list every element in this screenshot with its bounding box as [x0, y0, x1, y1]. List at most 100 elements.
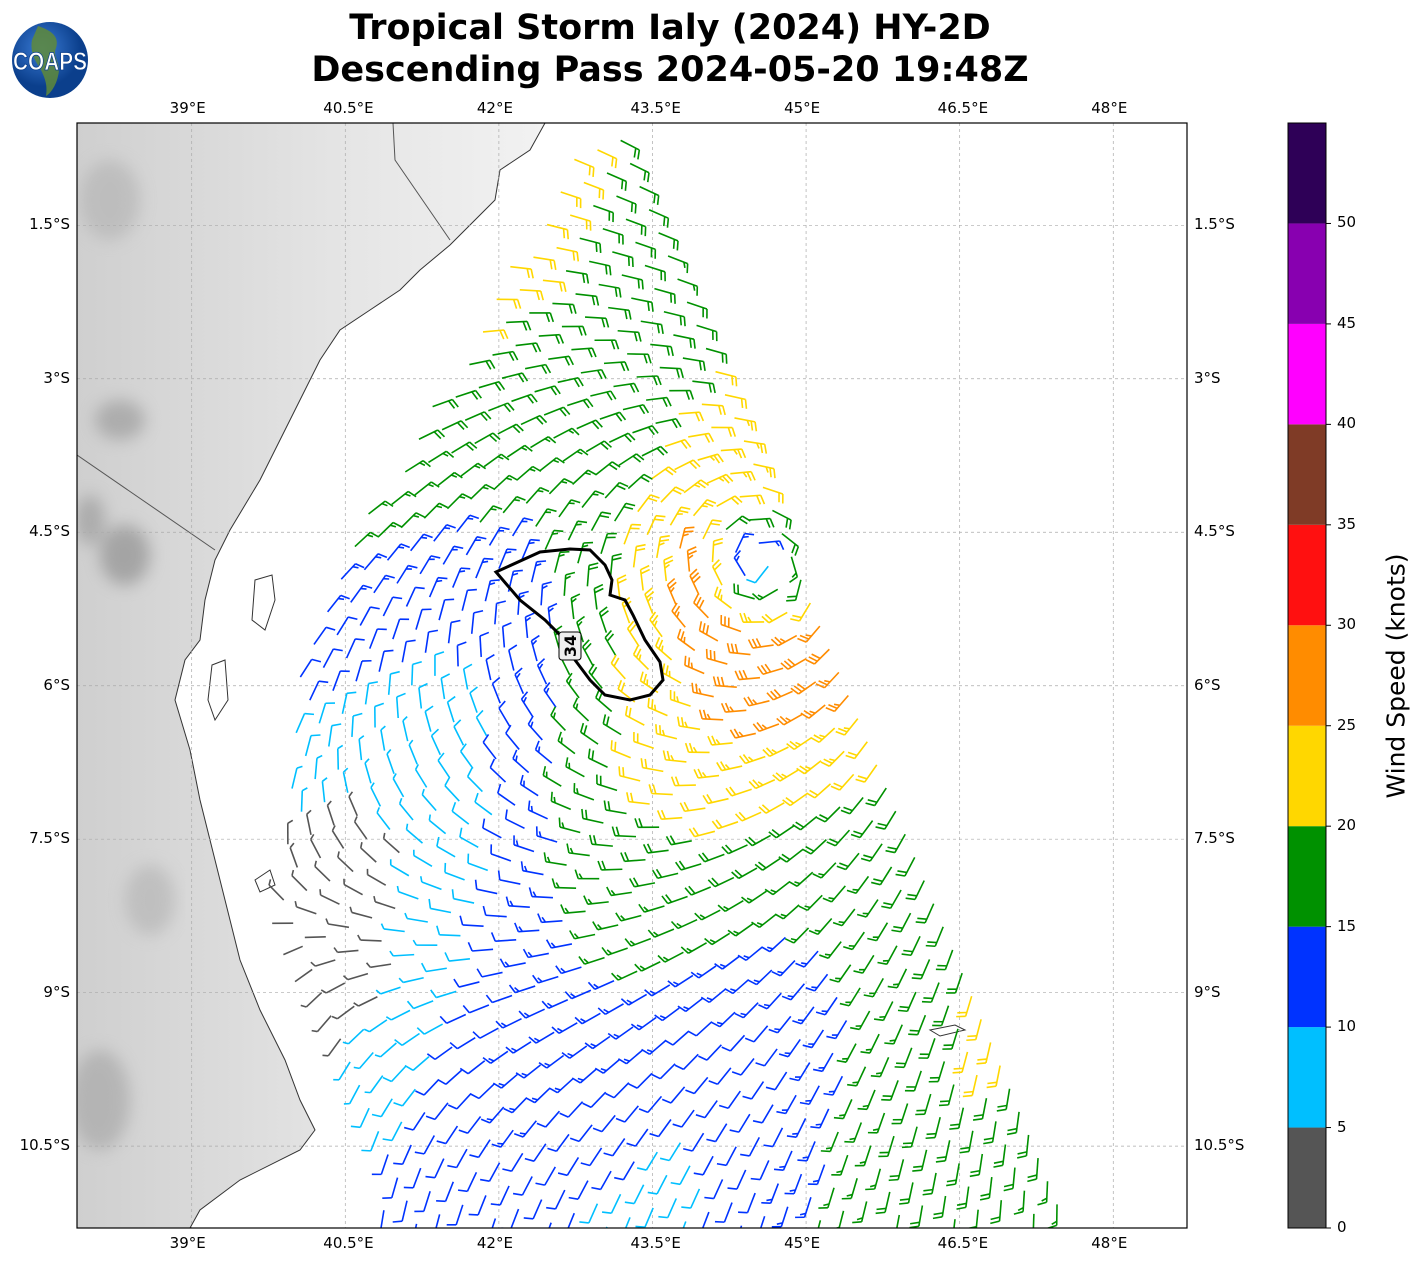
- wind-barb: [754, 857, 781, 871]
- wind-barb: [543, 406, 571, 417]
- wind-barb: [299, 658, 322, 678]
- wind-barb: [393, 1088, 416, 1107]
- wind-barb: [546, 1189, 566, 1210]
- colorbar-bin: [1288, 725, 1326, 827]
- wind-barb: [408, 739, 418, 765]
- wind-barb: [790, 681, 817, 695]
- wind-barb: [373, 574, 395, 594]
- wind-barb: [996, 1088, 1011, 1112]
- wind-barb: [912, 1149, 928, 1172]
- wind-barb: [536, 1110, 561, 1128]
- wind-barb: [867, 1112, 886, 1134]
- wind-barb: [688, 827, 716, 838]
- wind-barb: [647, 928, 675, 938]
- wind-barb: [562, 448, 589, 462]
- lon-tick-bottom: 43.5°E: [630, 1234, 681, 1252]
- wind-barb: [610, 654, 626, 680]
- wind-barb: [637, 494, 660, 513]
- wind-barb: [313, 626, 336, 645]
- wind-barb: [756, 663, 784, 675]
- colorbar-tick-label: 15: [1337, 916, 1357, 935]
- wind-barb: [698, 852, 725, 863]
- wind-barb: [938, 1084, 955, 1107]
- wind-barb: [496, 298, 522, 309]
- wind-barb: [502, 495, 526, 514]
- wind-barb: [720, 448, 747, 459]
- wind-barb: [564, 989, 592, 1000]
- wind-barb: [644, 264, 666, 282]
- wind-barb: [578, 955, 605, 965]
- wind-barb: [484, 579, 500, 602]
- wind-barb: [546, 223, 569, 240]
- wind-barb: [497, 870, 521, 885]
- wind-barb: [656, 809, 683, 820]
- island: [254, 869, 276, 893]
- wind-barb: [505, 1041, 532, 1054]
- wind-barb: [620, 851, 646, 863]
- wind-barb: [485, 653, 495, 681]
- wind-barb: [363, 1019, 388, 1033]
- wind-barb: [592, 921, 619, 931]
- wind-barb: [752, 722, 780, 733]
- wind-barb: [378, 649, 394, 672]
- wind-barb: [664, 1030, 690, 1046]
- wind-barb: [400, 512, 425, 529]
- wind-barb: [558, 499, 581, 518]
- wind-barb: [620, 139, 641, 160]
- wind-barb: [359, 606, 380, 626]
- wind-barb: [535, 508, 557, 527]
- wind-barb: [364, 681, 379, 705]
- wind-barb: [406, 1000, 434, 1010]
- wind-barb: [421, 788, 437, 812]
- wind-barb: [309, 833, 322, 859]
- wind-barb: [414, 1191, 431, 1213]
- wind-barb: [825, 694, 849, 713]
- wind-barb: [566, 398, 594, 409]
- wind-barb: [544, 529, 564, 550]
- wind-barb: [718, 1090, 741, 1110]
- wind-barb: [452, 567, 471, 588]
- wind-barb: [603, 800, 627, 815]
- wind-barb: [558, 817, 581, 834]
- wind-barb: [460, 743, 474, 769]
- wind-barb: [674, 1053, 699, 1071]
- wind-barb: [693, 593, 709, 619]
- colorbar-tick-label: 40: [1337, 414, 1357, 433]
- wind-barb: [826, 829, 851, 847]
- wind-barb: [729, 1113, 751, 1133]
- wind-barb: [548, 478, 573, 495]
- wind-barb: [817, 1220, 822, 1228]
- wind-barb: [423, 502, 448, 519]
- wind-barb: [568, 1180, 589, 1200]
- wind-barb: [447, 1092, 472, 1110]
- wind-barb: [333, 1061, 351, 1081]
- wind-barb: [603, 361, 630, 372]
- wind-barb: [364, 758, 372, 784]
- wind-barb: [371, 1098, 393, 1118]
- wind-barb: [314, 754, 323, 780]
- wind-barb: [499, 958, 526, 968]
- wind-barb: [702, 519, 722, 540]
- wind-barb: [983, 1121, 997, 1145]
- wind-barb: [856, 899, 879, 918]
- wind-barb: [508, 644, 518, 671]
- colorbar-bin: [1288, 123, 1326, 224]
- wind-barb: [569, 1124, 593, 1143]
- wind-barb: [717, 900, 744, 913]
- wind-barb: [470, 610, 484, 634]
- wind-barb: [734, 1002, 759, 1019]
- wind-barb: [819, 941, 842, 959]
- wind-barb: [667, 974, 694, 988]
- country-border: [392, 123, 451, 241]
- wind-barb: [495, 1017, 522, 1029]
- wind-barb: [561, 1045, 588, 1059]
- colorbar-tick-label: 35: [1337, 514, 1357, 533]
- wind-barb: [972, 1098, 988, 1121]
- wind-barb: [688, 432, 715, 443]
- wind-barb: [319, 889, 340, 905]
- wind-barb: [647, 1174, 668, 1195]
- wind-barb: [586, 562, 599, 587]
- wind-barb: [491, 1129, 514, 1148]
- wind-barb: [571, 347, 597, 358]
- wind-barb: [332, 670, 350, 691]
